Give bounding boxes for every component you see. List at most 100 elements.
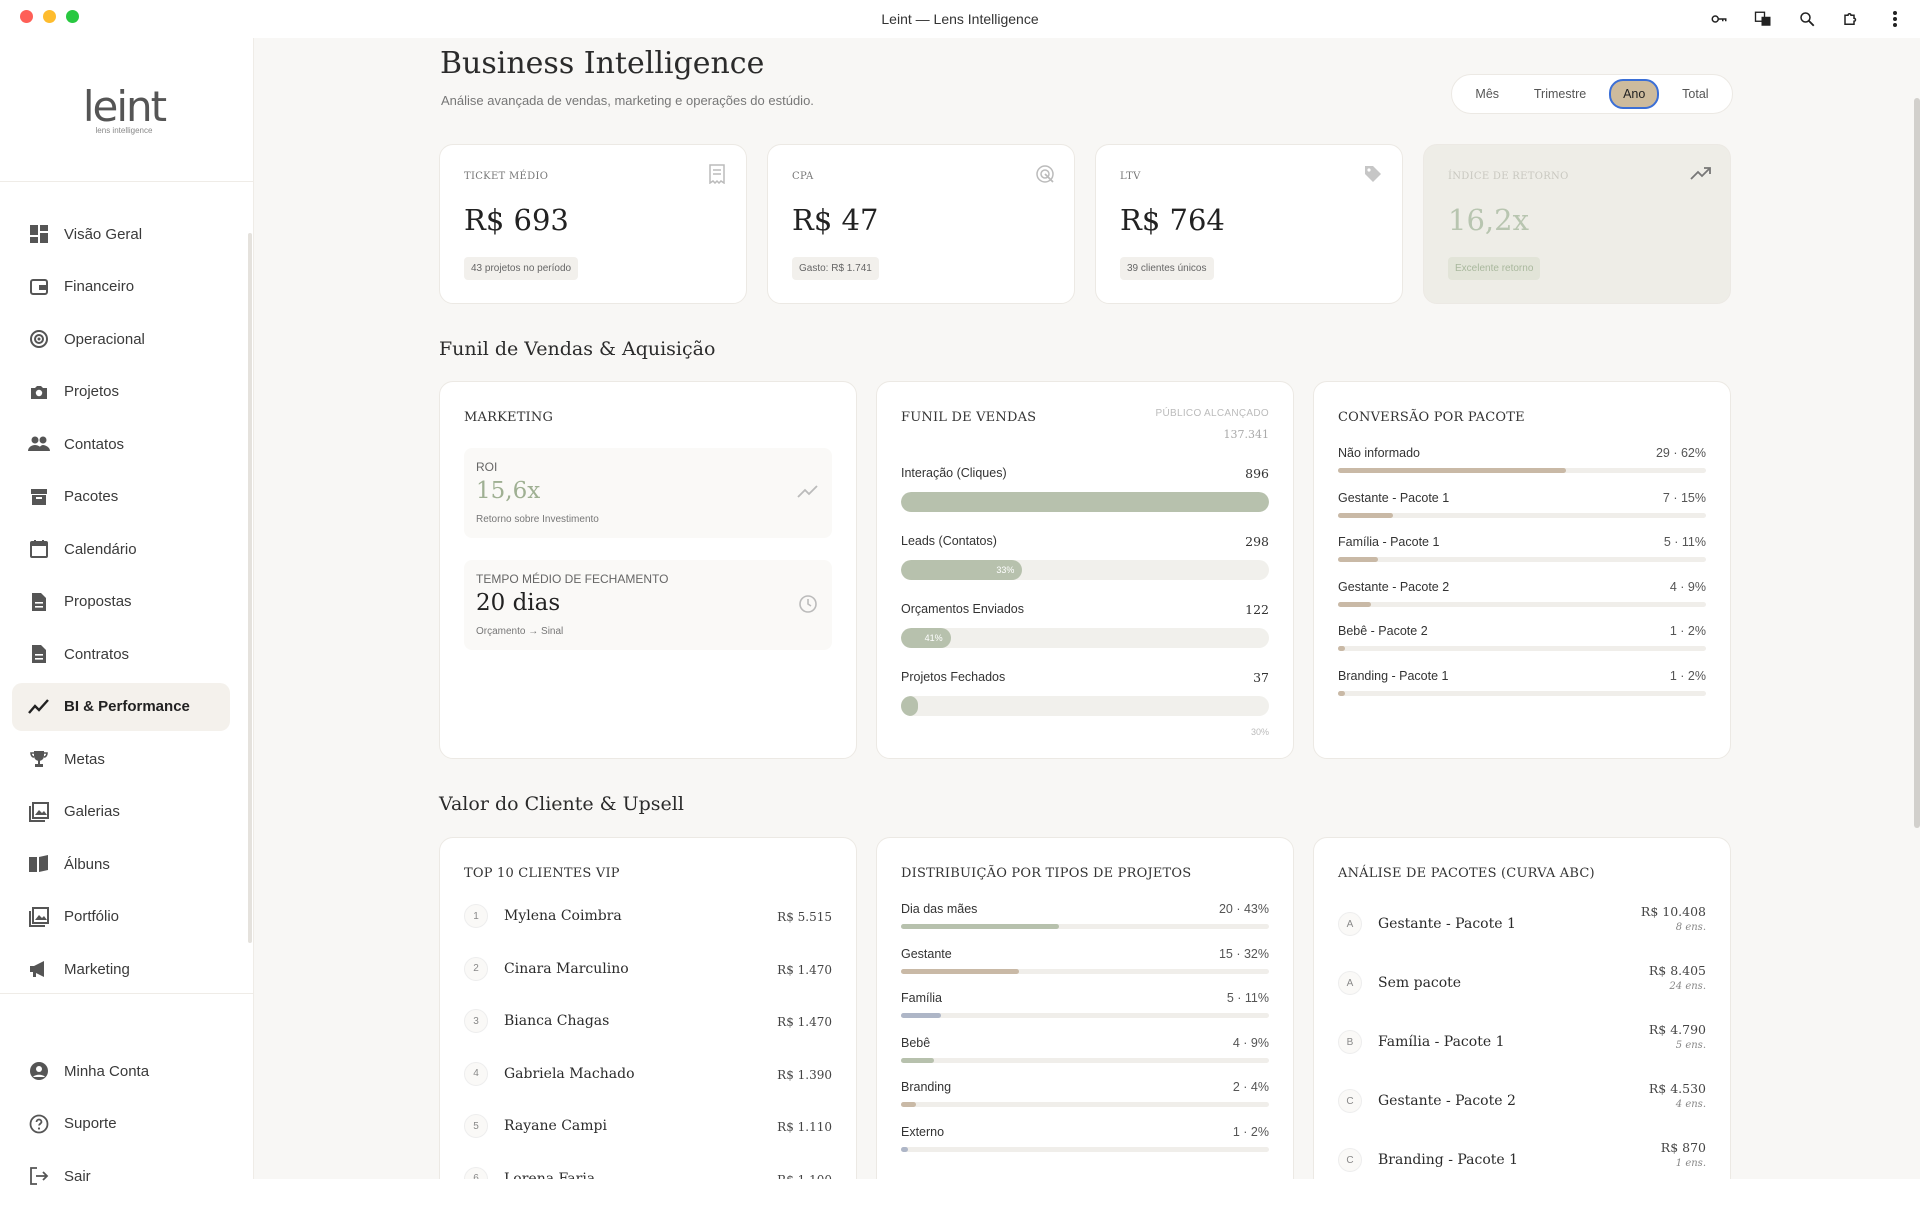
conversao-track: [1338, 646, 1706, 651]
vip-row[interactable]: 6 Lorena Faria R$ 1.100: [464, 1165, 832, 1179]
sidebar-scrollbar[interactable]: [248, 233, 252, 943]
vip-row[interactable]: 5 Rayane Campi R$ 1.110: [464, 1112, 832, 1142]
conversao-value: 29 · 62%: [1655, 446, 1706, 460]
sidebar-item-galerias[interactable]: Galerias: [12, 788, 230, 836]
document-icon: [28, 643, 50, 665]
tempo-value: 20 dias: [476, 590, 561, 616]
more-icon[interactable]: [1884, 8, 1906, 30]
client-name: Mylena Coimbra: [504, 908, 622, 924]
abc-row[interactable]: C Gestante - Pacote 2 R$ 4.530 4 ens.: [1338, 1081, 1706, 1121]
sidebar-item-label: Contatos: [64, 435, 125, 453]
gauge-icon: [28, 328, 50, 350]
sidebar-item-financeiro[interactable]: Financeiro: [12, 263, 230, 311]
sidebar-item-label: Visão Geral: [64, 225, 143, 243]
package-amount: R$ 4.530: [1648, 1081, 1706, 1096]
vip-row[interactable]: 4 Gabriela Machado R$ 1.390: [464, 1060, 832, 1090]
trending-up-icon: [796, 480, 820, 504]
extensions-icon[interactable]: [1840, 8, 1862, 30]
zoom-icon[interactable]: [1796, 8, 1818, 30]
sidebar-nav: Visão Geral Financeiro Operacional Projetos…: [12, 210, 230, 998]
distribuicao-track: [901, 968, 1269, 974]
sidebar-item-marketing[interactable]: Marketing: [12, 945, 230, 993]
sidebar-item-operacional[interactable]: Operacional: [12, 315, 230, 363]
abc-row[interactable]: C Branding - Pacote 1 R$ 870 1 ens.: [1338, 1140, 1706, 1179]
logo-wordmark: leint: [82, 82, 167, 131]
section-title-valor: Valor do Cliente & Upsell: [439, 793, 684, 815]
sidebar-item-bi-performance[interactable]: BI & Performance: [12, 682, 230, 731]
roi-value: 15,6x: [476, 478, 541, 504]
sidebar-item-pacotes[interactable]: Pacotes: [12, 473, 230, 521]
vip-row[interactable]: 2 Cinara Marculino R$ 1.470: [464, 955, 832, 985]
sidebar-item-metas[interactable]: Metas: [12, 735, 230, 783]
sidebar-item-label: Financeiro: [64, 278, 135, 295]
sidebar-item-contratos[interactable]: Contratos: [12, 630, 230, 678]
roi-sub: Retorno sobre Investimento: [476, 514, 599, 525]
rank-badge: 4: [464, 1061, 488, 1086]
sidebar-item-suporte[interactable]: Suporte: [12, 1100, 230, 1148]
funil-value: 896: [1245, 466, 1269, 481]
camera-icon: [28, 381, 50, 403]
grade-badge: B: [1338, 1030, 1362, 1054]
client-name: Gabriela Machado: [504, 1065, 635, 1082]
page-title: Business Intelligence: [440, 46, 765, 81]
sidebar-item-calendário[interactable]: Calendário: [12, 525, 230, 573]
vip-row[interactable]: 3 Bianca Chagas R$ 1.470: [464, 1007, 832, 1037]
conversao-value: 5 · 11%: [1663, 535, 1706, 549]
vip-row[interactable]: 1 Mylena Coimbra R$ 5.515: [464, 902, 832, 932]
period-option-mês[interactable]: Mês: [1475, 87, 1500, 101]
conversao-bar: [1338, 601, 1372, 607]
package-name: Gestante - Pacote 2: [1378, 1093, 1516, 1109]
tempo-box: TEMPO MÉDIO DE FECHAMENTO 20 dias Orçame…: [464, 560, 832, 650]
funil-track: [901, 696, 1269, 716]
abc-row[interactable]: B Família - Pacote 1 R$ 4.790 5 ens.: [1338, 1022, 1706, 1062]
trending-up-icon: [1690, 163, 1712, 185]
package-name: Branding - Pacote 1: [1378, 1152, 1519, 1168]
sidebar-item-álbuns[interactable]: Álbuns: [12, 840, 230, 888]
sidebar-item-visão-geral[interactable]: Visão Geral: [12, 210, 230, 258]
wallet-icon: [28, 276, 50, 298]
logout-icon: [28, 1165, 50, 1187]
sidebar: leint lens intelligence Visão Geral Finan…: [0, 38, 254, 1185]
distribuicao-track: [901, 1013, 1269, 1018]
main-scrollbar[interactable]: [1914, 98, 1920, 828]
key-icon[interactable]: [1708, 8, 1730, 30]
maximize-window-button[interactable]: [66, 10, 79, 23]
translate-icon[interactable]: [1752, 8, 1774, 30]
sidebar-item-label: Álbuns: [64, 855, 110, 873]
funil-bar: 41%: [901, 628, 951, 648]
grade-badge: A: [1338, 912, 1362, 936]
app-logo[interactable]: leint lens intelligence: [0, 82, 248, 136]
period-option-total[interactable]: Total: [1682, 87, 1709, 101]
card-title: FUNIL DE VENDAS: [901, 410, 1037, 425]
sidebar-item-sair[interactable]: Sair: [12, 1152, 230, 1200]
period-option-trimestre[interactable]: Trimestre: [1533, 87, 1587, 101]
sidebar-item-label: Sair: [64, 1167, 91, 1185]
distribuicao-label: Dia das mães: [901, 902, 978, 916]
document-icon: [28, 591, 50, 613]
tempo-sub: Orçamento → Sinal: [476, 626, 564, 637]
clock-icon: [796, 592, 820, 616]
period-option-ano[interactable]: Ano: [1609, 79, 1660, 109]
distribuicao-bar: [901, 1057, 935, 1063]
tempo-label: TEMPO MÉDIO DE FECHAMENTO: [476, 572, 669, 586]
distribuicao-track: [901, 1146, 1269, 1152]
abc-row[interactable]: A Gestante - Pacote 1 R$ 10.408 8 ens.: [1338, 904, 1706, 944]
distribuicao-bar: [901, 1102, 916, 1107]
megaphone-icon: [28, 958, 50, 980]
sidebar-item-projetos[interactable]: Projetos: [12, 368, 230, 416]
conversao-card: CONVERSÃO POR PACOTE Não informado 29 · 6…: [1313, 381, 1731, 759]
sidebar-item-contatos[interactable]: Contatos: [12, 420, 230, 468]
conversao-label: Não informado: [1338, 446, 1420, 460]
sidebar-item-propostas[interactable]: Propostas: [12, 578, 230, 626]
sidebar-item-label: Metas: [64, 750, 105, 768]
sidebar-item-minha-conta[interactable]: Minha Conta: [12, 1047, 230, 1095]
minimize-window-button[interactable]: [43, 10, 56, 23]
distribuicao-value: 20 · 43%: [1218, 902, 1269, 916]
funil-card: FUNIL DE VENDAS PÚBLICO ALCANÇADO 137.34…: [876, 381, 1294, 759]
abc-row[interactable]: A Sem pacote R$ 8.405 24 ens.: [1338, 963, 1706, 1003]
conversao-bar: [1338, 468, 1567, 473]
funil-value: 37: [1253, 670, 1269, 685]
close-window-button[interactable]: [20, 10, 33, 23]
package-count: 8 ens.: [1675, 922, 1706, 933]
sidebar-item-portfólio[interactable]: Portfólio: [12, 893, 230, 941]
